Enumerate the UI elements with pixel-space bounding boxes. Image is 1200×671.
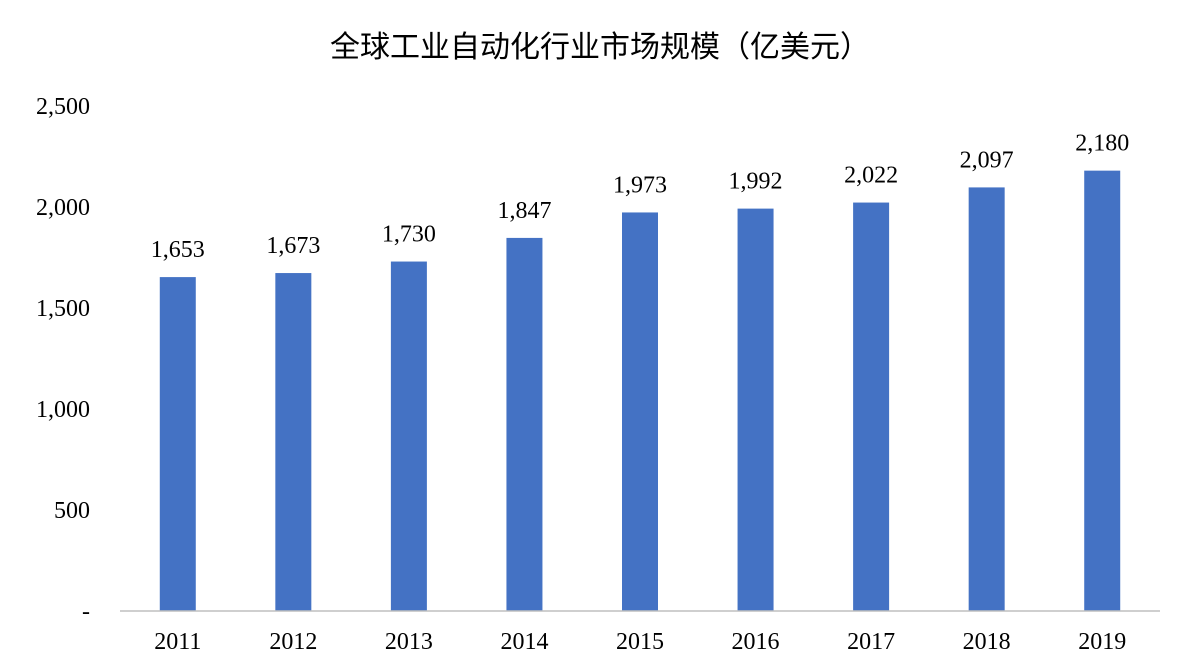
data-label: 1,673 [266,233,320,259]
data-label: 1,992 [729,169,783,195]
data-label: 2,022 [844,163,898,189]
y-tick-label: 1,000 [36,397,90,423]
data-label: 2,180 [1075,131,1129,157]
x-tick-label: 2016 [732,629,780,655]
bar [622,212,658,612]
x-tick-label: 2012 [269,629,317,655]
y-axis-ticks: - 500 1,000 1,500 2,000 2,500 [36,94,90,625]
data-label: 2,097 [960,147,1014,173]
bars [159,170,1121,612]
data-label: 1,730 [382,222,436,248]
x-tick-label: 2014 [500,629,548,655]
x-tick-label: 2018 [963,629,1011,655]
data-label: 1,847 [497,198,551,224]
y-tick-label: 1,500 [36,296,90,322]
bar [275,273,312,611]
bar [968,187,1005,611]
bar [1084,170,1121,611]
bar [737,208,774,611]
x-tick-label: 2019 [1078,629,1126,655]
y-tick-label: 2,000 [36,195,90,221]
y-tick-label: - [82,599,90,625]
x-axis-ticks: 2011 2012 2013 2014 2015 2016 2017 2018 2019 [154,629,1126,655]
x-tick-label: 2011 [154,629,201,655]
bar [159,277,196,611]
y-tick-label: 2,500 [36,94,90,120]
data-labels: 1,653 1,673 1,730 1,847 1,973 1,992 2,022 2,097… [151,131,1129,263]
x-tick-label: 2013 [385,629,433,655]
bar [390,261,427,611]
data-label: 1,653 [151,237,205,263]
data-label: 1,973 [613,172,667,198]
x-tick-label: 2015 [616,629,664,655]
bar [506,237,543,611]
x-tick-label: 2017 [847,629,895,655]
bar [853,202,890,611]
y-tick-label: 500 [54,498,90,524]
chart-title: 全球工业自动化行业市场规模（亿美元） [330,30,870,65]
